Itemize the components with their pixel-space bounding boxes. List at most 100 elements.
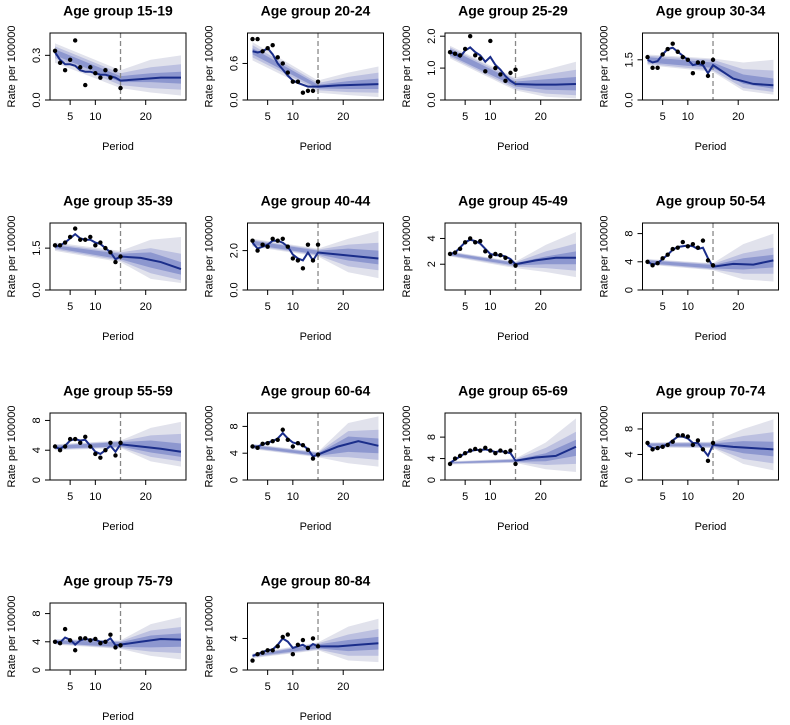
plot-frame	[642, 222, 779, 291]
observed-point	[295, 642, 301, 647]
plot-frame	[49, 222, 187, 291]
observed-point	[103, 68, 108, 73]
observed-point	[645, 259, 650, 264]
observed-point	[118, 254, 123, 259]
observed-point	[93, 636, 98, 642]
x-tick-label: 10	[89, 681, 101, 693]
panel: Age group 75-79 Period Rate per 100000 5 10 2…	[6, 573, 187, 723]
observed-point	[493, 251, 498, 257]
observed-point	[67, 234, 73, 240]
plot-frame	[642, 412, 779, 481]
interval-band	[55, 245, 181, 275]
observed-point	[78, 636, 83, 641]
interval-band	[450, 251, 576, 266]
panel-title: Age group 20-24	[261, 3, 371, 19]
observed-point	[680, 433, 685, 438]
observed-point	[655, 261, 660, 266]
y-tick-label: 0	[623, 287, 635, 293]
observed-point	[493, 65, 498, 71]
x-tick-label: 5	[660, 491, 666, 503]
observed-point	[62, 68, 68, 73]
observed-point	[508, 259, 513, 264]
observed-point	[690, 71, 696, 76]
observed-point	[452, 456, 458, 461]
y-axis-label: Rate per 100000	[203, 216, 215, 298]
observed-point	[462, 46, 468, 52]
observed-point	[310, 636, 316, 641]
y-tick-label: 8	[623, 426, 635, 432]
observed-point	[93, 451, 98, 457]
observed-point	[452, 51, 458, 56]
y-tick-label: 8	[426, 434, 438, 440]
observed-point	[255, 445, 260, 451]
observed-point	[275, 238, 280, 243]
panel: Age group 70-74 Period Rate per 100000 5 10 2…	[598, 383, 779, 533]
observed-point	[260, 49, 265, 54]
x-tick-label: 10	[287, 301, 299, 313]
observed-point	[62, 626, 68, 632]
observed-point	[700, 60, 706, 65]
x-tick-label: 5	[660, 301, 666, 313]
observed-point	[503, 255, 508, 260]
x-tick-label: 10	[89, 301, 101, 313]
y-tick-label: 0	[228, 477, 240, 483]
observed-point	[655, 445, 660, 451]
observed-point	[103, 245, 108, 251]
y-tick-label: 0	[31, 667, 43, 673]
observed-point	[473, 240, 478, 245]
observed-point	[250, 444, 255, 449]
observed-point	[478, 448, 483, 453]
x-tick-label: 10	[484, 301, 496, 313]
x-tick-label: 20	[732, 301, 744, 313]
observed-point	[315, 644, 321, 649]
observed-point	[72, 38, 78, 43]
y-tick-label: 4	[623, 451, 635, 457]
median-line	[449, 238, 576, 266]
observed-point	[488, 254, 493, 259]
x-tick-label: 5	[265, 681, 271, 693]
y-axis-label: Rate per 100000	[401, 216, 413, 298]
observed-point	[250, 658, 255, 663]
observed-point	[305, 645, 311, 651]
observed-point	[305, 242, 311, 247]
observed-point	[508, 70, 513, 76]
panel: Age group 40-44 Period Rate per 100000 5 10 2…	[203, 193, 384, 343]
observed-point	[295, 258, 301, 263]
observed-point	[498, 448, 503, 453]
observed-point	[483, 249, 488, 254]
interval-band	[252, 436, 379, 456]
panel: Age group 25-29 Period Rate per 100000 5 10 2…	[401, 3, 582, 153]
y-axis-label: Rate per 100000	[203, 26, 215, 108]
y-axis-label: Rate per 100000	[401, 26, 413, 108]
panel-title: Age group 40-44	[261, 193, 371, 209]
panel: Age group 80-84 Period Rate per 100000 5 10 2…	[203, 573, 384, 723]
y-axis-label: Rate per 100000	[598, 216, 610, 298]
observed-point	[473, 446, 478, 452]
plot-frame	[247, 412, 384, 481]
x-axis-label: Period	[102, 521, 134, 533]
observed-point	[67, 436, 73, 442]
observed-point	[457, 453, 463, 459]
x-tick-label: 5	[265, 111, 271, 123]
y-tick-label: 0.0	[426, 92, 438, 107]
y-tick-label: 0.0	[31, 282, 43, 297]
panel: Age group 65-69 Period Rate per 100000 5 10 2…	[401, 383, 582, 533]
observed-point	[295, 440, 301, 446]
panel-title: Age group 30-34	[656, 3, 766, 19]
observed-point	[72, 648, 78, 653]
observed-point	[710, 57, 716, 62]
y-tick-label: 0.6	[228, 56, 240, 71]
y-axis-label: Rate per 100000	[203, 596, 215, 678]
observed-point	[705, 458, 711, 464]
observed-point	[462, 451, 468, 456]
x-tick-label: 10	[682, 111, 694, 123]
observed-point	[710, 440, 716, 446]
observed-point	[88, 234, 93, 240]
observed-point	[483, 445, 488, 451]
observed-point	[513, 263, 518, 268]
x-tick-label: 10	[682, 301, 694, 313]
x-tick-label: 5	[67, 491, 73, 503]
observed-point	[493, 451, 498, 456]
